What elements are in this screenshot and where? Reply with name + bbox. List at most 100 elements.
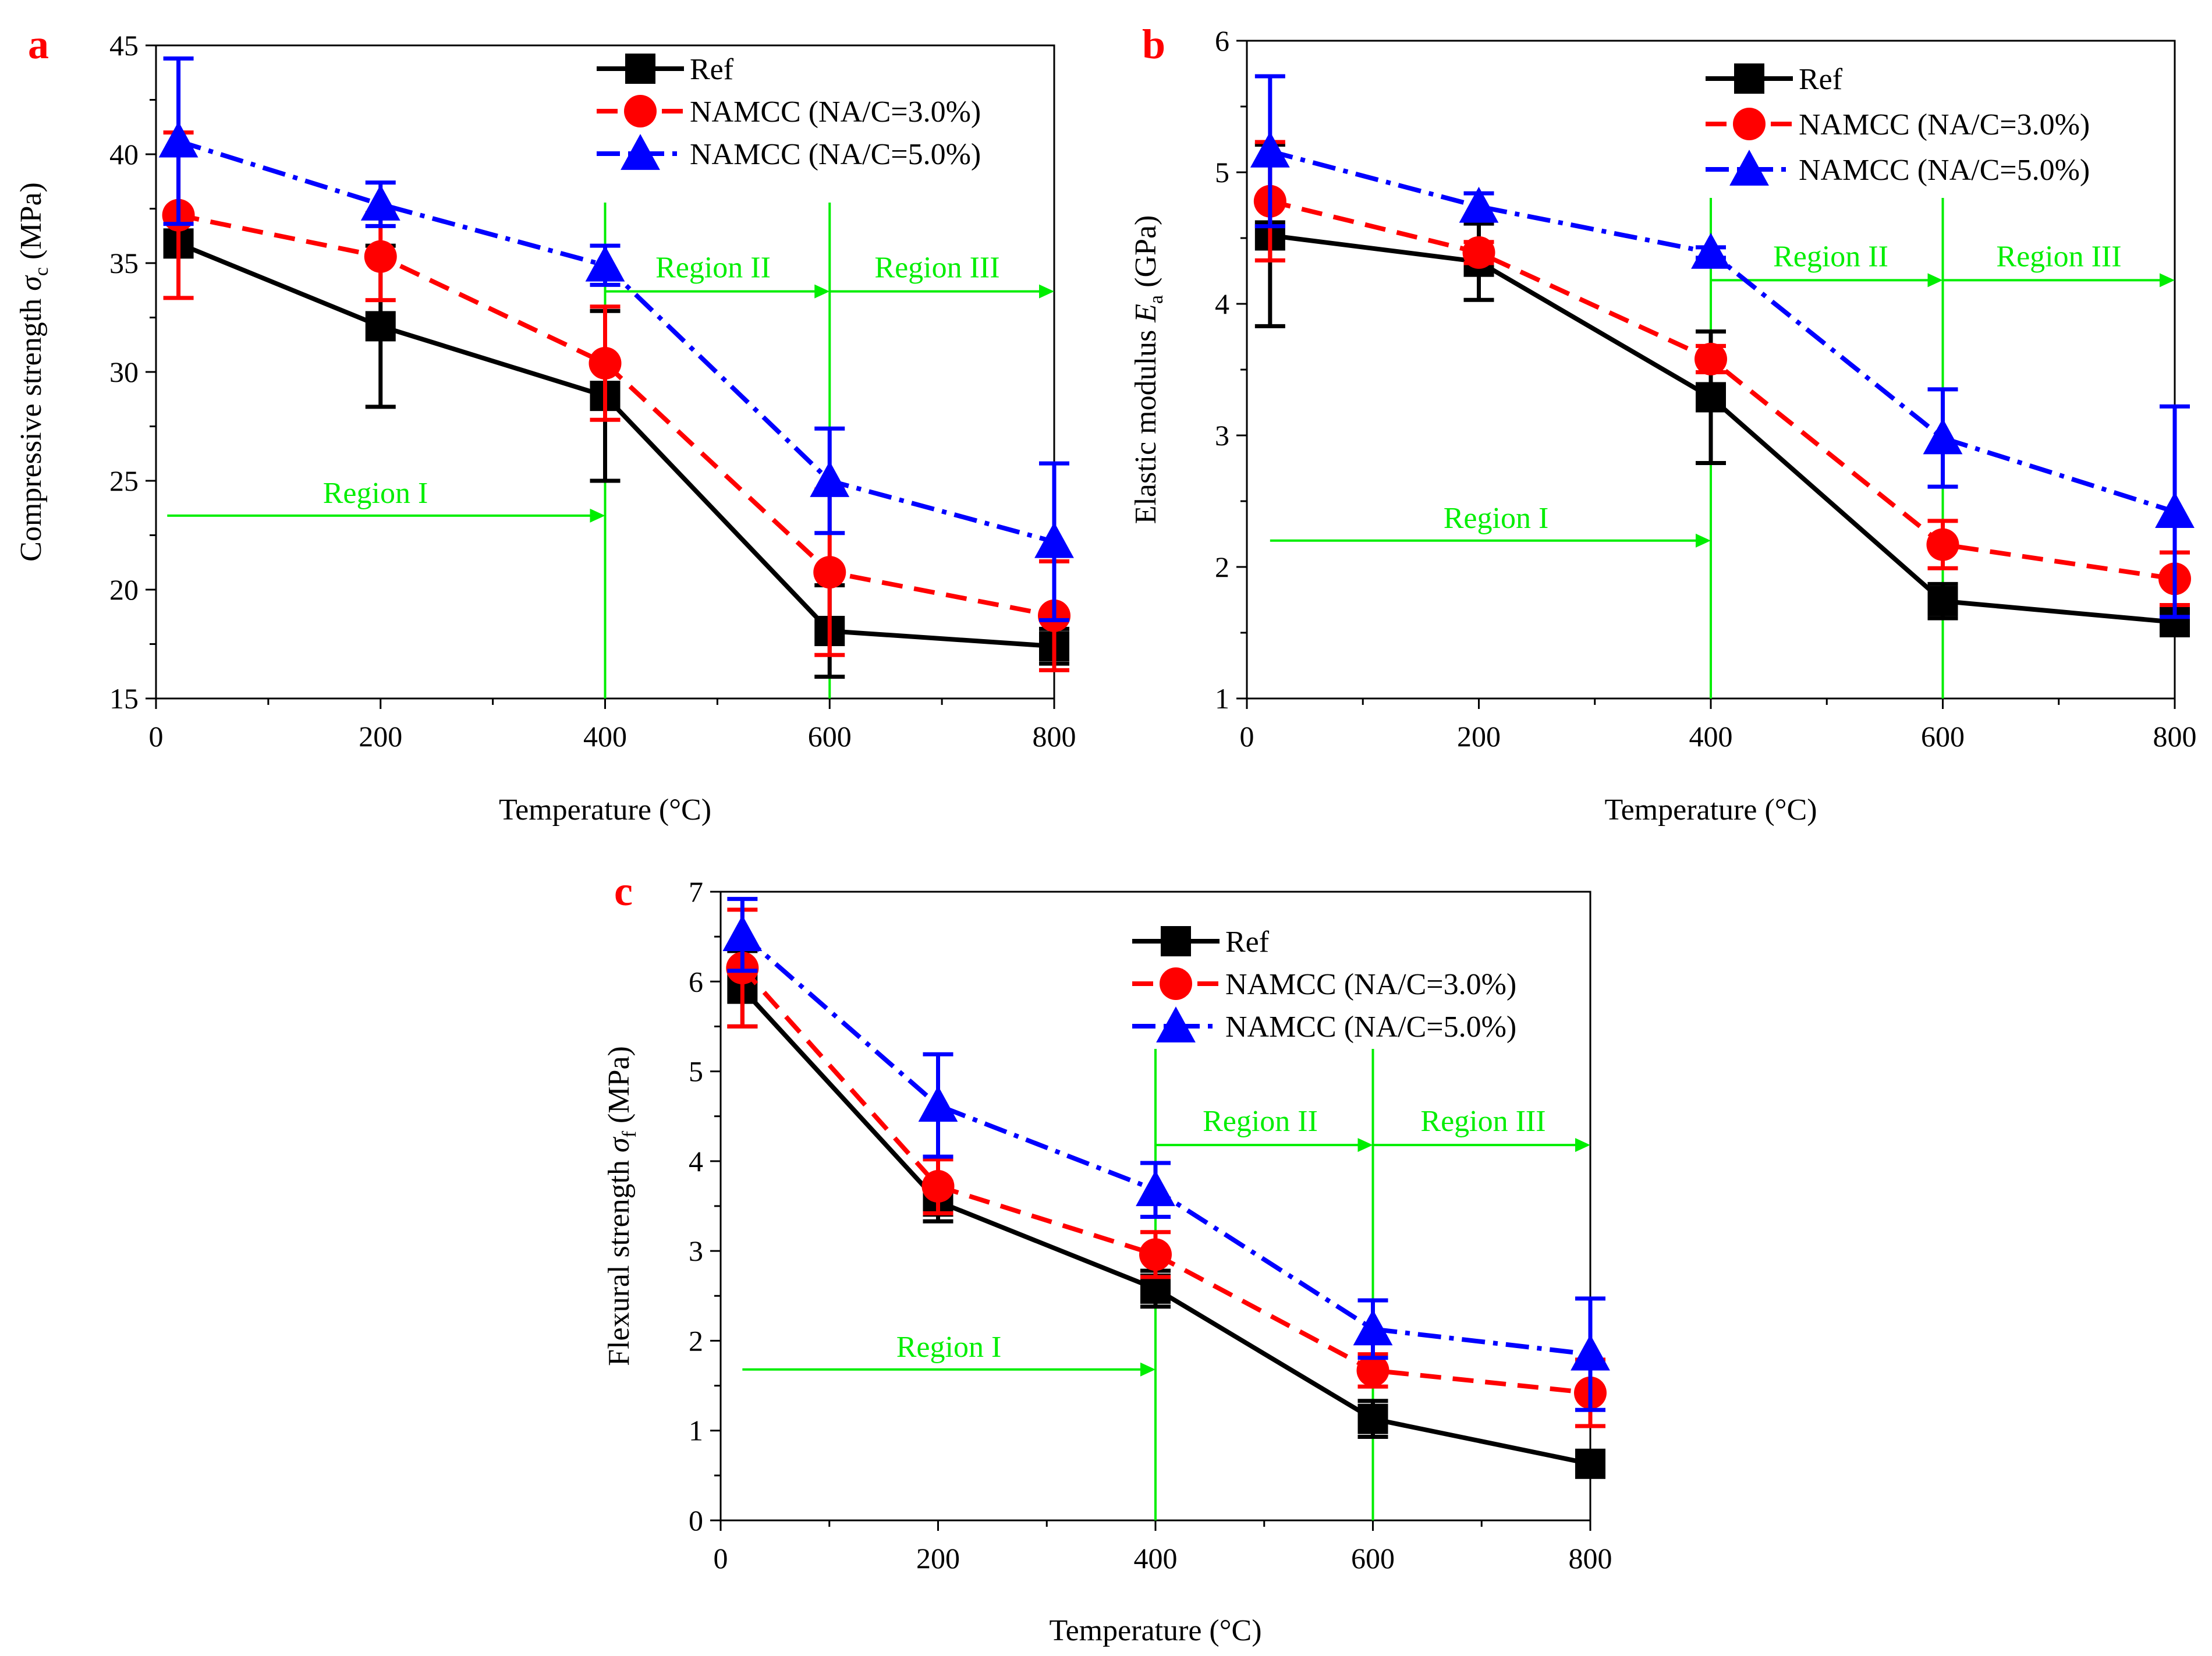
panel-c-region3-label: Region III (1420, 1105, 1545, 1138)
panel-c-legend-label: NAMCC (NA/C=5.0%) (1225, 1010, 1516, 1044)
panel-b-ytick-label: 3 (1215, 419, 1229, 452)
panel-c-ylabel: Flexural strength σf (MPa) (602, 1046, 640, 1366)
panel-a-ytick-label: 40 (109, 138, 139, 171)
panel-a-series1-point (364, 240, 397, 273)
panel-a-series2-point (158, 121, 198, 158)
panel-b-ytick-label: 4 (1215, 288, 1229, 320)
panel-c-series0-line (740, 987, 1591, 1466)
panel-c-series2-point (1136, 1170, 1175, 1207)
panel-a-ytick-label: 45 (109, 29, 139, 62)
panel-b-legend-marker (1734, 63, 1764, 94)
panel-b-ytick-label: 2 (1215, 551, 1229, 583)
panel-a-ylabel: Compressive strength σc (MPa) (15, 182, 52, 562)
panel-c-legend-marker (1160, 967, 1192, 1000)
panel-a-series2-point (360, 185, 400, 221)
panel-b-xtick-label: 0 (1240, 720, 1254, 753)
panel-a-label: a (28, 21, 49, 68)
panel-b-region1-arrow-head (1696, 533, 1711, 548)
panel-c-ytick-label: 2 (689, 1324, 703, 1357)
panel-c-region1-label: Region I (896, 1331, 1002, 1364)
panel-c-ytick-label: 6 (689, 965, 703, 998)
panel-a-series2-point (1034, 522, 1074, 558)
panel-a-legend-marker (621, 134, 660, 170)
panel-b-series1-point (1462, 236, 1495, 269)
panel-b-xtick-label: 600 (1921, 720, 1965, 753)
panel-a-series1-point (589, 347, 622, 380)
panel-b-region1-label: Region I (1444, 502, 1549, 535)
panel-a-legend-label: NAMCC (NA/C=5.0%) (690, 138, 981, 171)
panel-c-legend-marker (1156, 1006, 1196, 1042)
panel-c-ytick-label: 5 (689, 1055, 703, 1088)
panel-a: a 0 200 400 600 800 15 20 25 30 35 40 45 Temperature … (15, 21, 1076, 827)
panel-b-series0-point (1927, 586, 1958, 616)
panel-b-series2-point (2155, 492, 2195, 528)
panel-a-ytick-label: 15 (109, 682, 139, 715)
panel-c-series0-point (1357, 1403, 1388, 1434)
panel-b-series1-point (1926, 528, 1959, 561)
panel-b-series2-point (1691, 232, 1731, 269)
panel-c-ytick-label: 0 (689, 1504, 703, 1537)
panel-a-xtick-label: 400 (583, 720, 627, 753)
panel-a-region1-arrow-head (590, 508, 605, 523)
panel-c: c 0 200 400 600 800 0 1 2 3 4 5 6 7 Temperature (°C) Fl… (602, 868, 1612, 1647)
panel-b-legend-marker (1733, 108, 1766, 140)
panel-a-ytick-label: 20 (109, 573, 139, 606)
panel-b-region2-label: Region II (1773, 240, 1888, 273)
panel-c-legend-label: Ref (1225, 925, 1270, 959)
panel-c-series1-point (1356, 1354, 1389, 1387)
panel-c-series1-point (1139, 1238, 1172, 1271)
panel-c-xtick-label: 0 (714, 1542, 728, 1575)
panel-c-region3-arrow-head (1575, 1138, 1590, 1153)
panel-c-xtick-label: 200 (916, 1542, 960, 1575)
panel-a-legend-label: NAMCC (NA/C=3.0%) (690, 95, 981, 129)
panel-b-ytick-label: 6 (1215, 24, 1229, 57)
panel-b-series0-point (1696, 382, 1726, 413)
panel-c-region2-arrow-head (1357, 1138, 1373, 1153)
panel-b-label: b (1142, 21, 1165, 68)
panel-a-xlabel: Temperature (°C) (499, 793, 711, 827)
panel-c-xtick-label: 800 (1569, 1542, 1612, 1575)
panel-b-xtick-label: 800 (2153, 720, 2197, 753)
panel-a-series1-line (178, 212, 1055, 618)
panel-c-legend-label: NAMCC (NA/C=3.0%) (1225, 968, 1516, 1001)
panel-a-series2-point (810, 461, 850, 497)
panel-c-series1-point (921, 1170, 955, 1203)
panel-a-legend-marker (624, 95, 657, 127)
panel-c-region1-arrow-head (1140, 1362, 1155, 1377)
panel-a-series0-point (365, 311, 396, 342)
panel-c-xtick-label: 400 (1134, 1542, 1178, 1575)
panel-c-series2-point (1571, 1334, 1610, 1371)
panel-a-ytick-label: 35 (109, 247, 139, 279)
panel-c-series2-point (722, 915, 763, 951)
panel-c-ytick-label: 1 (689, 1414, 703, 1447)
panel-a-xtick-label: 200 (359, 720, 402, 753)
panel-c-xlabel: Temperature (°C) (1049, 1614, 1261, 1647)
panel-b-ylabel: Elastic modulus Ea (GPa) (1129, 215, 1167, 524)
panel-b-legend-marker (1729, 150, 1769, 186)
panel-b-series2-point (1923, 418, 1963, 455)
panel-b-series2-point (1250, 131, 1290, 168)
panel-b-ytick-label: 1 (1215, 682, 1229, 715)
panel-b-legend-label: Ref (1799, 63, 1843, 96)
panel-a-series0-line (178, 241, 1055, 649)
panel-c-legend-marker (1161, 926, 1191, 956)
panel-a-xtick-label: 600 (808, 720, 852, 753)
panel-c-ytick-label: 4 (689, 1145, 703, 1178)
panel-a-region1-label: Region I (323, 477, 428, 510)
panel-a-legend-marker (625, 54, 655, 84)
panel-b-series1-point (1695, 342, 1727, 375)
panel-c-series2-point (1353, 1309, 1393, 1346)
panel-c-ytick-label: 7 (689, 875, 703, 908)
panel-a-series2-point (585, 245, 625, 282)
panel-b-series0-line (1270, 233, 2175, 625)
panel-b-region2-arrow-head (1927, 273, 1943, 288)
panel-c-series2-point (918, 1086, 958, 1122)
panel-a-region3-label: Region III (874, 251, 999, 285)
panel-a-series1-point (813, 556, 846, 589)
panel-b-legend-label: NAMCC (NA/C=5.0%) (1799, 154, 2090, 187)
panel-b-ytick-label: 5 (1215, 156, 1229, 189)
panel-c-label: c (614, 868, 633, 914)
panel-b-xtick-label: 400 (1689, 720, 1733, 753)
panel-b-region3-label: Region III (1996, 240, 2121, 273)
